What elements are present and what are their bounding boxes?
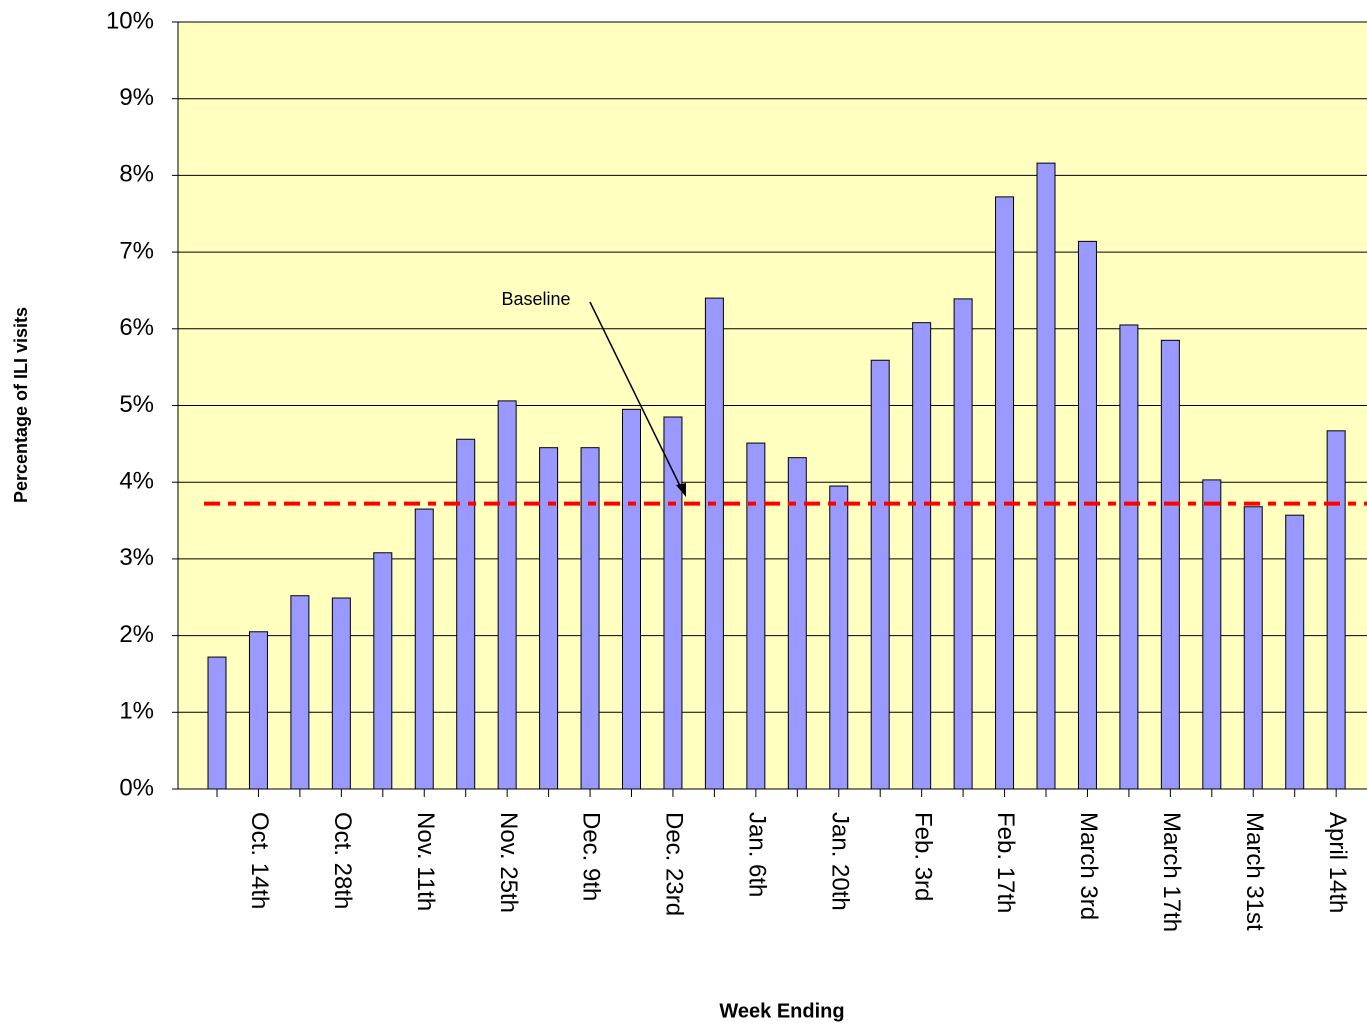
x-tick-label: March 31st <box>1241 812 1268 931</box>
y-tick-label: 9% <box>119 84 154 111</box>
y-tick-label: 10% <box>106 7 154 34</box>
x-tick-label: April 14th <box>1324 812 1351 913</box>
bar <box>953 298 973 790</box>
x-tick-label: Feb. 17th <box>992 812 1019 913</box>
bar <box>331 597 351 790</box>
y-tick-label: 2% <box>119 621 154 648</box>
x-tick-label: Oct. 14th <box>246 812 273 909</box>
x-tick-label: Jan. 6th <box>744 812 771 897</box>
y-axis-title: Percentage of ILI visits <box>11 307 31 503</box>
bar <box>746 442 766 790</box>
y-tick-label: 3% <box>119 544 154 571</box>
bar <box>290 595 310 790</box>
y-tick-label: 4% <box>119 468 154 495</box>
bar <box>497 400 517 790</box>
y-tick-label: 5% <box>119 391 154 418</box>
bar <box>912 322 932 790</box>
y-tick-label: 6% <box>119 314 154 341</box>
y-tick-label: 8% <box>119 161 154 188</box>
bar <box>1243 506 1263 790</box>
annotation: Baseline <box>501 289 570 309</box>
y-tick-label: 7% <box>119 237 154 264</box>
bar <box>414 508 434 790</box>
bar <box>787 457 807 790</box>
x-axis-title: Week Ending <box>719 1000 844 1022</box>
bar <box>1119 324 1139 790</box>
bar <box>1285 514 1305 790</box>
x-tick-label: Feb. 3rd <box>909 812 936 901</box>
x-tick-label: Dec. 9th <box>578 812 605 901</box>
bar <box>207 656 227 790</box>
x-tick-label: Nov. 11th <box>412 812 439 911</box>
bar <box>1202 479 1222 790</box>
bar <box>580 447 600 790</box>
y-tick-label: 0% <box>119 774 154 801</box>
bar <box>1036 162 1056 790</box>
bar <box>1326 430 1346 790</box>
bar <box>622 408 641 790</box>
bar <box>1077 240 1097 790</box>
bar <box>870 359 890 790</box>
bar <box>995 196 1015 790</box>
arrow-head <box>676 483 686 497</box>
bar <box>663 416 683 790</box>
bar <box>456 438 476 790</box>
annotation-arrow <box>589 301 684 493</box>
x-tick-label: March 3rd <box>1075 812 1102 920</box>
x-tick-label: Jan. 20th <box>826 812 853 911</box>
x-tick-label: March 17th <box>1158 812 1185 932</box>
y-tick-label: 1% <box>119 698 154 725</box>
bar <box>539 447 559 790</box>
x-tick-label: Nov. 25th <box>495 812 522 913</box>
bar <box>1160 339 1180 790</box>
x-tick-label: Dec. 23rd <box>661 812 688 916</box>
bar <box>704 297 724 790</box>
x-tick-label: Oct. 28th <box>329 812 356 909</box>
bar <box>829 485 849 790</box>
bar <box>248 631 268 790</box>
bar <box>373 552 393 790</box>
